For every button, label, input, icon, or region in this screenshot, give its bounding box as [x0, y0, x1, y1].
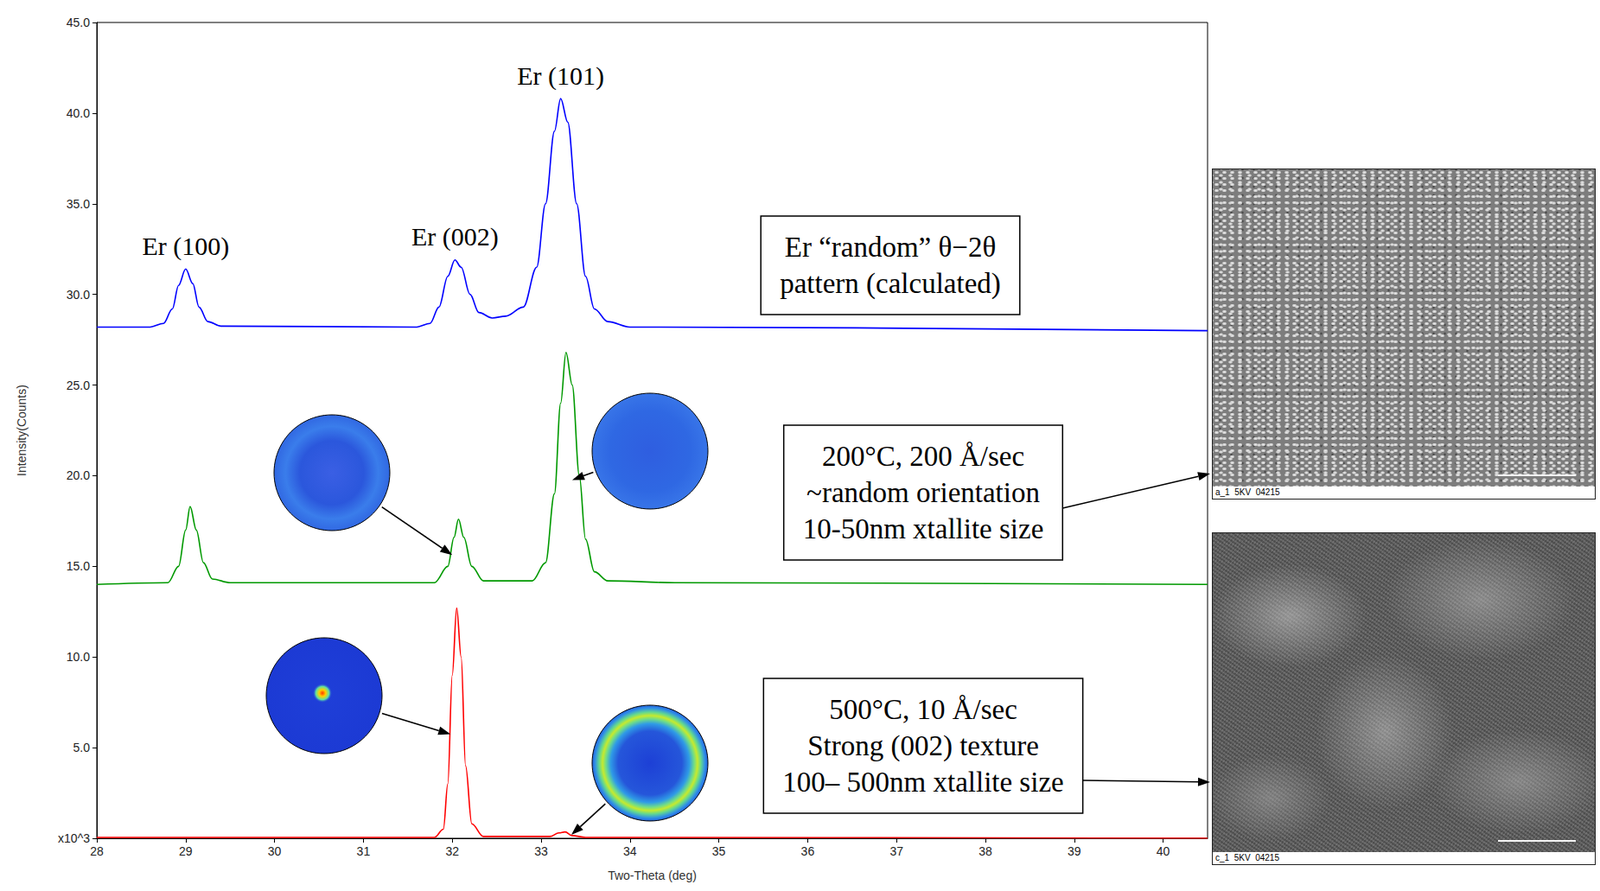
svg-text:Intensity(Counts): Intensity(Counts) — [14, 384, 29, 477]
svg-text:40: 40 — [1156, 844, 1171, 859]
svg-text:5.0: 5.0 — [73, 740, 91, 755]
svg-text:Er (100): Er (100) — [141, 231, 230, 262]
svg-text:Two-Theta (deg): Two-Theta (deg) — [607, 868, 697, 883]
svg-text:pattern (calculated): pattern (calculated) — [779, 267, 1001, 300]
svg-text:10.0: 10.0 — [66, 650, 90, 664]
svg-text:20.0: 20.0 — [66, 468, 90, 483]
svg-text:200°C, 200 Å/sec: 200°C, 200 Å/sec — [822, 440, 1025, 472]
svg-text:100– 500nm xtallite size: 100– 500nm xtallite size — [782, 766, 1064, 798]
svg-text:36: 36 — [801, 844, 816, 859]
svg-text:x10^3: x10^3 — [57, 831, 90, 846]
svg-text:33: 33 — [534, 844, 549, 859]
svg-text:39: 39 — [1067, 844, 1082, 859]
svg-text:30: 30 — [267, 844, 282, 859]
svg-text:500°C, 10 Å/sec: 500°C, 10 Å/sec — [828, 694, 1018, 726]
html-text:c_1 5KV 04215: c_1 5KV 04215 — [1215, 853, 1280, 863]
svg-text:Er (002): Er (002) — [411, 222, 499, 252]
svg-text:15.0: 15.0 — [66, 559, 90, 574]
svg-text:28: 28 — [89, 844, 104, 859]
svg-text:10-50nm xtallite size: 10-50nm xtallite size — [803, 513, 1045, 545]
svg-text:35.0: 35.0 — [66, 197, 90, 211]
svg-text:45.0: 45.0 — [66, 15, 90, 30]
svg-text:25.0: 25.0 — [66, 378, 90, 393]
svg-text:37: 37 — [889, 844, 904, 859]
svg-text:34: 34 — [623, 844, 638, 859]
svg-text:35: 35 — [712, 844, 727, 859]
svg-text:Er “random” θ−2θ: Er “random” θ−2θ — [784, 231, 996, 263]
svg-text:31: 31 — [356, 844, 371, 859]
html-text:a_1 5KV 04215: a_1 5KV 04215 — [1215, 487, 1280, 498]
svg-text:32: 32 — [445, 844, 459, 859]
svg-text:Strong (002) texture: Strong (002) texture — [807, 730, 1040, 763]
svg-text:~random orientation: ~random orientation — [806, 477, 1040, 509]
svg-text:38: 38 — [978, 844, 993, 859]
svg-text:30.0: 30.0 — [66, 287, 90, 302]
svg-text:Er (101): Er (101) — [516, 61, 605, 91]
svg-text:40.0: 40.0 — [66, 106, 90, 121]
svg-text:29: 29 — [178, 844, 193, 859]
